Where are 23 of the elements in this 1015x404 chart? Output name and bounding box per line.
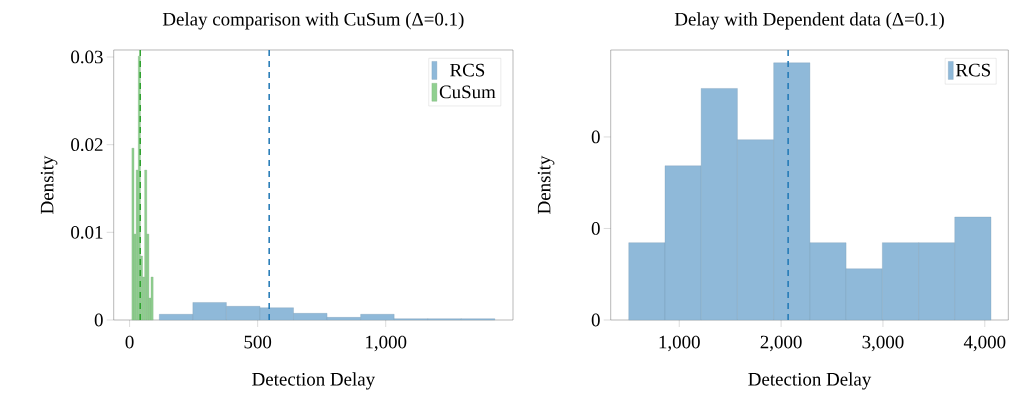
x-tick-label: 3,000 — [862, 335, 904, 352]
x-tick-label: 4,000 — [963, 335, 1006, 352]
y-tick-label: 0.01 — [71, 225, 103, 239]
x-tick-label: 500 — [244, 335, 272, 349]
legend-label: RCS — [450, 63, 485, 77]
chart-title: Delay comparison with CuSum (Δ=0.1) — [162, 12, 464, 30]
y-tick-label: 0.03 — [71, 50, 103, 64]
y-tick-label: 0.02 — [71, 138, 103, 152]
legend-label: RCS — [955, 63, 991, 77]
x-tick-label: 0 — [125, 335, 134, 349]
x-axis-title: Detection Delay — [748, 372, 872, 390]
y-axis-title: Density — [537, 155, 555, 214]
x-tick-label: 1,000 — [366, 335, 407, 352]
x-axis-title: Detection Delay — [252, 372, 376, 390]
y-tick-label: 0 — [591, 313, 600, 327]
legend-label: CuSum — [439, 85, 496, 99]
chart-title: Delay with Dependent data (Δ=0.1) — [674, 12, 944, 30]
y-tick-label: 0 — [591, 222, 600, 235]
y-tick-label: 0 — [591, 130, 600, 144]
x-tick-label: 2,000 — [760, 335, 802, 352]
x-tick-label: 1,000 — [659, 335, 700, 352]
y-tick-label: 0 — [94, 313, 103, 327]
y-axis-title: Density — [40, 155, 58, 214]
